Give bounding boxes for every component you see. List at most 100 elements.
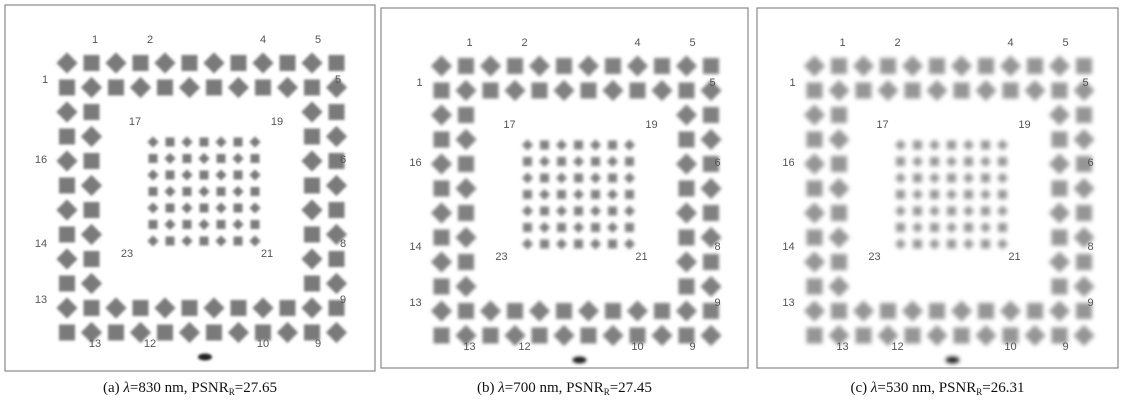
square [304, 276, 320, 292]
square [59, 80, 75, 96]
small-square [574, 141, 583, 150]
small-square [930, 157, 939, 166]
mask-label: 23 [495, 251, 507, 263]
square [856, 83, 872, 99]
small-square [947, 207, 956, 216]
square [831, 156, 847, 172]
mask-label: 4 [634, 37, 640, 49]
mask-label: 8 [714, 241, 720, 253]
small-square [149, 154, 158, 163]
square [556, 58, 572, 74]
small-square [625, 157, 634, 166]
small-square [947, 240, 956, 249]
square [329, 104, 345, 120]
small-square [183, 187, 192, 196]
mask-label: 10 [257, 338, 269, 350]
caption: (a) λ=830 nm, PSNRR=27.65 [103, 380, 277, 397]
square [329, 202, 345, 218]
caption-tag: (a) [103, 380, 123, 396]
mask-label: 5 [689, 37, 695, 49]
small-square [234, 237, 243, 246]
square [1027, 58, 1043, 74]
square [157, 80, 173, 96]
square [304, 129, 320, 145]
caption-wavelength: =530 nm, PSNR [877, 380, 976, 396]
small-square [998, 190, 1007, 199]
mask-label: 12 [891, 341, 903, 353]
square [1052, 83, 1068, 99]
square [59, 325, 75, 341]
caption: (c) λ=530 nm, PSNRR=26.31 [850, 380, 1024, 397]
square [458, 254, 474, 270]
square [532, 83, 548, 99]
square [231, 300, 247, 316]
mask-label: 13 [463, 341, 475, 353]
square [532, 328, 548, 344]
small-square [251, 154, 260, 163]
square [807, 328, 823, 344]
small-square [557, 157, 566, 166]
square [108, 80, 124, 96]
square [458, 156, 474, 172]
small-square [896, 223, 905, 232]
small-square [913, 207, 922, 216]
mask-label: 14 [35, 238, 47, 250]
square [329, 55, 345, 71]
small-square [574, 174, 583, 183]
mask-label: 5 [315, 34, 321, 46]
small-square [981, 174, 990, 183]
small-square [217, 154, 226, 163]
figure: 124515171916614232181391312109(a) λ=830 … [0, 0, 1121, 401]
mask-label: 1 [466, 37, 472, 49]
square [157, 325, 173, 341]
square [654, 58, 670, 74]
mask-label: 4 [1007, 37, 1013, 49]
square [703, 205, 719, 221]
square [856, 328, 872, 344]
square [605, 303, 621, 319]
small-square [625, 190, 634, 199]
caption-wavelength: =700 nm, PSNR [505, 380, 604, 396]
square [929, 303, 945, 319]
square [59, 227, 75, 243]
small-square [608, 174, 617, 183]
small-square [149, 187, 158, 196]
square [133, 300, 149, 316]
square [483, 83, 499, 99]
mask-label: 8 [340, 238, 346, 250]
square [1027, 303, 1043, 319]
square [182, 300, 198, 316]
square [280, 300, 296, 316]
small-square [591, 223, 600, 232]
mask-label: 5 [335, 74, 341, 86]
mask-label: 13 [782, 297, 794, 309]
small-square [200, 171, 209, 180]
small-square [913, 141, 922, 150]
square [605, 58, 621, 74]
caption-tag: (c) [850, 380, 870, 396]
small-square [217, 220, 226, 229]
mask-label: 19 [1018, 119, 1030, 131]
square [954, 328, 970, 344]
small-square [591, 157, 600, 166]
square [304, 227, 320, 243]
mask-label: 4 [260, 34, 266, 46]
square [703, 254, 719, 270]
mask-label: 5 [1062, 37, 1068, 49]
square [304, 178, 320, 194]
mask-label: 6 [1087, 157, 1093, 169]
square [1003, 83, 1019, 99]
mask-label: 9 [1062, 341, 1068, 353]
caption: (b) λ=700 nm, PSNRR=27.45 [477, 380, 652, 397]
mask-label: 14 [409, 241, 421, 253]
square [679, 279, 695, 295]
square [679, 230, 695, 246]
small-square [947, 141, 956, 150]
square [84, 104, 100, 120]
square [831, 205, 847, 221]
square [978, 303, 994, 319]
square [458, 58, 474, 74]
square [434, 181, 450, 197]
mask-label: 6 [714, 157, 720, 169]
square [434, 132, 450, 148]
